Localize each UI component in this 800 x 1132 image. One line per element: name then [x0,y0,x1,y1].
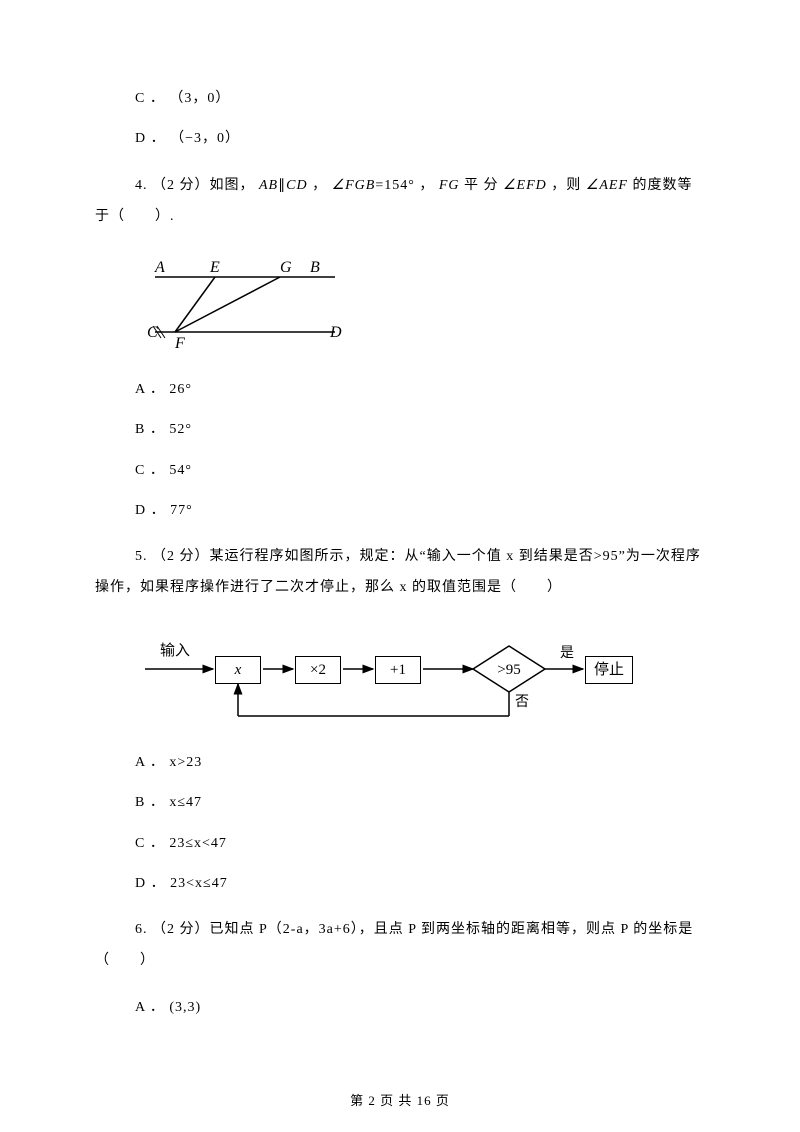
flow-input-label: 输入 [160,639,190,663]
option-label: C ． [135,836,165,851]
q5-option-b[interactable]: B ． x≤47 [135,792,705,814]
q4-sep2: ， [419,178,439,193]
option-label: A ． [135,382,165,397]
q6-option-a[interactable]: A ． (3,3) [135,997,705,1019]
flow-times2: ×2 [295,656,341,684]
q4-fg: FG [439,178,460,193]
option-label: A ． [135,1000,165,1015]
page-footer: 第 2 页 共 16 页 [0,1091,800,1112]
q4-angaef: ∠AEF [586,178,628,193]
q5-option-d[interactable]: D ． 23<x≤47 [135,873,705,895]
q4-figure: A E G B C F D [135,252,705,360]
option-text: x>23 [169,755,202,770]
q4-parallel: ∥ [278,178,286,193]
svg-text:>95: >95 [497,662,520,678]
q4-bisect: 平 分 [464,178,503,193]
option-d-q3[interactable]: D ． （−3，0） [135,128,705,150]
q5-option-a[interactable]: A ． x>23 [135,752,705,774]
question-6: 6. （2 分）已知点 P（2-a，3a+6），且点 P 到两坐标轴的距离相等，… [95,915,705,977]
q4-option-b[interactable]: B ． 52° [135,419,705,441]
flow-plus1: +1 [375,656,421,684]
option-label: D ． [135,876,166,891]
svg-text:D: D [329,324,342,341]
q4-angfgb: ∠FGB [332,178,376,193]
svg-text:否: 否 [515,695,529,710]
option-c-q3[interactable]: C ． （3，0） [135,88,705,110]
q4-sep1: ， [312,178,332,193]
q4-angefd: ∠EFD [503,178,547,193]
option-label: C ． [135,91,165,106]
option-text: 26° [169,382,192,397]
footer-text: 第 2 页 共 16 页 [350,1093,450,1108]
q4-eq154: =154° [375,178,419,193]
q4-ab: AB [259,178,278,193]
option-text: （−3，0） [170,131,240,146]
flow-stop: 停止 [585,656,633,684]
q4-option-d[interactable]: D ． 77° [135,500,705,522]
svg-text:G: G [280,259,292,276]
svg-text:A: A [154,259,165,276]
option-text: （3，0） [169,91,230,106]
q4-prefix: 4. （2 分）如图， [135,178,255,193]
q4-sep3: ，则 [551,178,586,193]
option-label: B ． [135,795,165,810]
flow-x: x [215,656,261,684]
option-label: B ． [135,422,165,437]
q4-option-c[interactable]: C ． 54° [135,460,705,482]
option-text: (3,3) [169,1000,201,1015]
q4-cd: CD [286,178,307,193]
option-text: 52° [169,422,192,437]
q5-flowchart: >95 是 否 输入 x ×2 +1 停止 [135,624,655,734]
option-label: C ． [135,463,165,478]
option-text: 54° [169,463,192,478]
option-label: D ． [135,503,166,518]
question-5: 5. （2 分）某运行程序如图所示，规定：从“输入一个值 x 到结果是否>95”… [95,542,705,604]
question-4: 4. （2 分）如图， AB∥CD ， ∠FGB=154° ， FG 平 分 ∠… [95,171,705,233]
option-text: 23<x≤47 [170,876,228,891]
svg-text:E: E [209,259,220,276]
svg-text:B: B [310,259,320,276]
option-text: 77° [170,503,193,518]
option-text: x≤47 [169,795,202,810]
q6-text: 6. （2 分）已知点 P（2-a，3a+6），且点 P 到两坐标轴的距离相等，… [95,922,693,968]
svg-text:是: 是 [560,646,574,661]
svg-text:C: C [147,324,158,341]
q5-option-c[interactable]: C ． 23≤x<47 [135,833,705,855]
svg-text:F: F [174,335,185,352]
q4-option-a[interactable]: A ． 26° [135,379,705,401]
option-label: A ． [135,755,165,770]
option-text: 23≤x<47 [169,836,227,851]
option-label: D ． [135,131,166,146]
q5-text: 5. （2 分）某运行程序如图所示，规定：从“输入一个值 x 到结果是否>95”… [95,549,701,595]
